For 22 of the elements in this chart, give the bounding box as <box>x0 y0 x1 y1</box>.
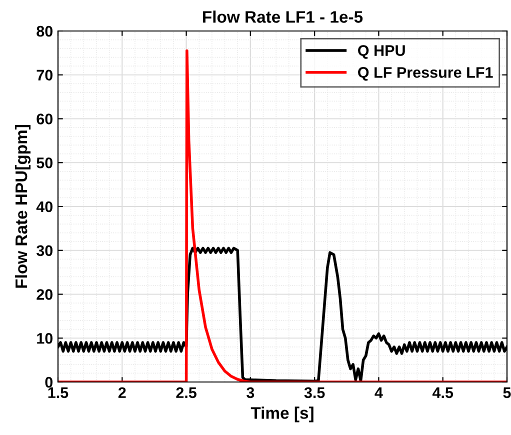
y-tick-label: 40 <box>36 201 53 212</box>
x-tick-label: 4.5 <box>432 387 454 398</box>
x-tick-label: 5 <box>503 387 511 398</box>
y-tick-label: 10 <box>37 332 53 344</box>
y-tick-label: 80 <box>36 26 53 37</box>
y-tick-label: 70 <box>36 70 53 81</box>
x-tick-label: 2 <box>118 387 126 398</box>
y-tick-label: 30 <box>36 245 53 256</box>
chart-title: Flow Rate LF1 - 1e-5 <box>203 10 363 23</box>
y-axis-title: Flow Rate HPU[gpm] <box>14 125 31 288</box>
legend-label: Q HPU <box>358 45 405 59</box>
x-tick-label: 3.5 <box>304 387 325 398</box>
y-tick-label: 20 <box>36 289 53 300</box>
legend-label: Q LF Pressure LF1 <box>358 67 493 81</box>
y-tick-label: 50 <box>36 157 53 168</box>
x-tick-label: 3 <box>246 387 254 398</box>
y-tick-label: 0 <box>45 376 53 388</box>
y-tick-label: 60 <box>36 114 53 124</box>
x-tick-label: 2.5 <box>176 387 196 398</box>
x-tick-label: 1.5 <box>48 387 68 398</box>
x-tick-label: 4 <box>374 387 383 398</box>
x-axis-title: Time [s] <box>250 406 314 422</box>
